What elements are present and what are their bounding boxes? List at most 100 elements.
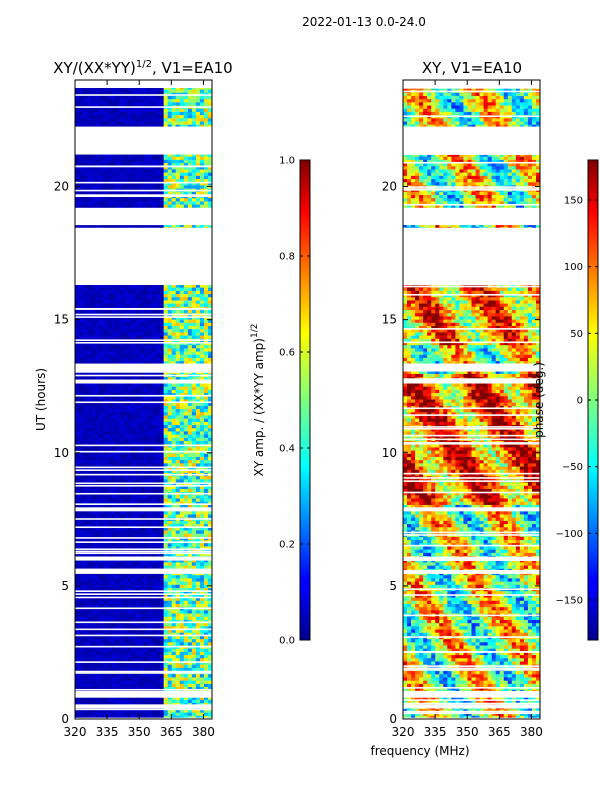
heatmap-cell (175, 99, 181, 103)
heatmap-cell (167, 316, 173, 321)
heatmap-cell (131, 345, 136, 349)
heatmap-cell (147, 294, 152, 298)
heatmap-cell (87, 345, 92, 349)
heatmap-cell (199, 428, 205, 432)
heatmap-cell (151, 153, 156, 158)
heatmap-cell (195, 316, 201, 321)
heatmap-cell (135, 121, 140, 126)
heatmap-cell (151, 514, 156, 519)
heatmap-cell (127, 428, 132, 432)
heatmap-cell (147, 412, 152, 416)
heatmap-cell (147, 460, 152, 464)
heatmap-cell (75, 457, 80, 461)
heatmap-cell (135, 102, 140, 106)
heatmap-cell (111, 156, 116, 161)
heatmap-cell (91, 156, 96, 161)
heatmap-cell (159, 393, 165, 397)
heatmap-cell (99, 121, 104, 126)
heatmap-cell (167, 124, 173, 129)
heatmap-cell (83, 524, 88, 528)
heatmap-cell (99, 297, 104, 301)
heatmap-cell (83, 437, 88, 442)
heatmap-cell (167, 543, 173, 547)
heatmap-cell (131, 124, 136, 129)
heatmap-cell (179, 102, 185, 106)
heatmap-cell (175, 533, 181, 538)
heatmap-cell (199, 319, 205, 324)
heatmap-cell (175, 361, 181, 365)
heatmap-cell (171, 460, 177, 464)
heatmap-cell (151, 198, 156, 202)
heatmap-cell (207, 393, 212, 397)
heatmap-cell (99, 163, 104, 167)
heatmap-cell (199, 287, 205, 292)
heatmap-cell (131, 437, 136, 442)
heatmap-cell (103, 159, 108, 164)
heatmap-cell (139, 543, 144, 547)
heatmap-cell (95, 485, 100, 490)
heatmap-cell (179, 175, 185, 180)
panel1-heatmap (75, 80, 212, 719)
heatmap-cell (107, 102, 112, 106)
heatmap-cell (75, 185, 80, 190)
heatmap-cell (103, 434, 108, 439)
heatmap-cell (171, 386, 177, 391)
heatmap-cell (119, 201, 124, 205)
heatmap-cell (75, 108, 80, 113)
heatmap-cell (139, 287, 144, 292)
heatmap-cell (159, 166, 165, 170)
heatmap-cell (159, 319, 165, 324)
heatmap-cell (127, 466, 132, 471)
heatmap-cell (79, 498, 84, 503)
heatmap-cell (203, 428, 209, 432)
heatmap-cell (135, 488, 140, 493)
heatmap-cell (123, 396, 128, 400)
heatmap-cell (111, 163, 116, 167)
heatmap-cell (179, 527, 185, 531)
heatmap-cell (107, 118, 112, 122)
heatmap-cell (191, 533, 197, 538)
heatmap-cell (91, 361, 96, 365)
heatmap-cell (79, 172, 84, 177)
heatmap-cell (127, 418, 132, 423)
heatmap-cell (191, 284, 197, 289)
heatmap-cell (179, 166, 185, 170)
heatmap-cell (147, 175, 152, 180)
heatmap-cell (187, 511, 193, 515)
heatmap-cell (103, 111, 108, 116)
heatmap-cell (83, 185, 88, 190)
heatmap-cell (103, 284, 108, 289)
heatmap-cell (135, 386, 140, 391)
heatmap-cell (187, 89, 193, 94)
heatmap-cell (139, 341, 144, 346)
heatmap-cell (171, 86, 177, 90)
heatmap-cell (75, 479, 80, 483)
heatmap-cell (207, 405, 212, 410)
heatmap-cell (79, 402, 84, 407)
heatmap-cell (203, 402, 209, 407)
heatmap-cell (131, 498, 136, 503)
heatmap-cell (75, 175, 80, 180)
heatmap-cell (107, 415, 112, 420)
heatmap-cell (111, 354, 116, 359)
heatmap-cell (171, 469, 177, 474)
heatmap-cell (195, 479, 201, 483)
heatmap-cell (103, 294, 108, 298)
heatmap-cell (91, 341, 96, 346)
heatmap-cell (187, 201, 193, 205)
heatmap-cell (143, 204, 148, 209)
heatmap-cell (123, 546, 128, 551)
heatmap-cell (207, 377, 212, 381)
heatmap-cell (91, 504, 96, 509)
heatmap-cell (119, 393, 124, 397)
heatmap-cell (91, 115, 96, 119)
heatmap-cell (143, 163, 148, 167)
heatmap-cell (199, 121, 205, 126)
heatmap-cell (99, 479, 104, 483)
heatmap-cell (199, 322, 205, 327)
heatmap-cell (163, 546, 169, 551)
heatmap-cell (187, 412, 193, 416)
heatmap-cell (143, 348, 148, 352)
heatmap-cell (95, 437, 100, 442)
heatmap-cell (191, 191, 197, 196)
